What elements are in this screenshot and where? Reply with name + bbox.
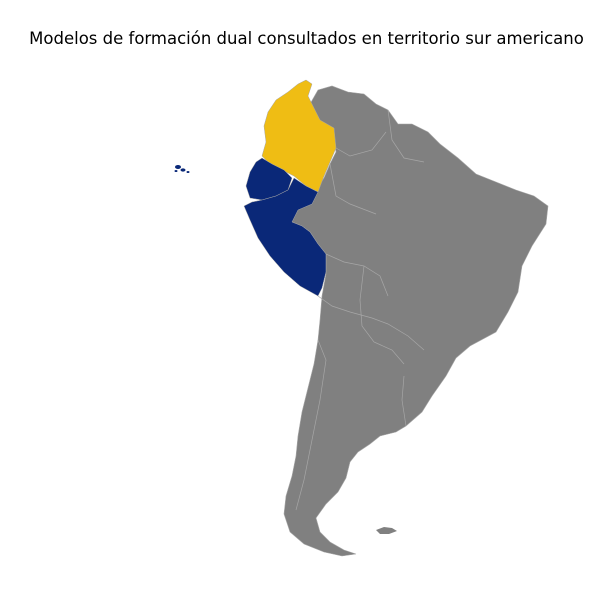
country-peru <box>243 177 327 297</box>
country-borders <box>295 109 425 511</box>
map-title: Modelos de formación dual consultados en… <box>29 29 584 48</box>
falkland-islands <box>376 527 397 534</box>
country-colombia <box>261 79 337 193</box>
galapagos-islands <box>174 165 190 173</box>
